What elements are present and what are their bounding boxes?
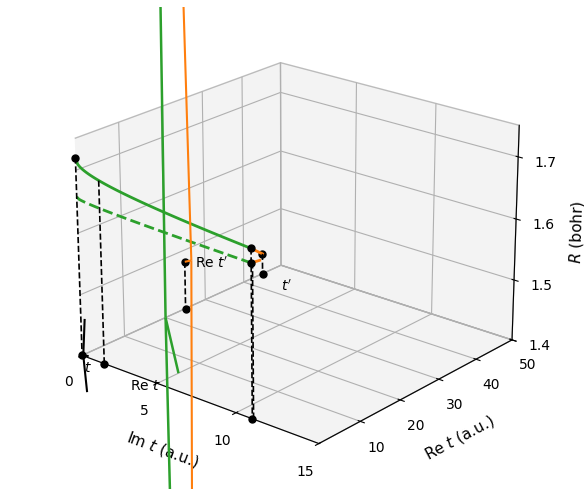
X-axis label: Im $t$ (a.u.): Im $t$ (a.u.)	[124, 428, 201, 471]
Y-axis label: Re $t$ (a.u.): Re $t$ (a.u.)	[421, 412, 498, 464]
